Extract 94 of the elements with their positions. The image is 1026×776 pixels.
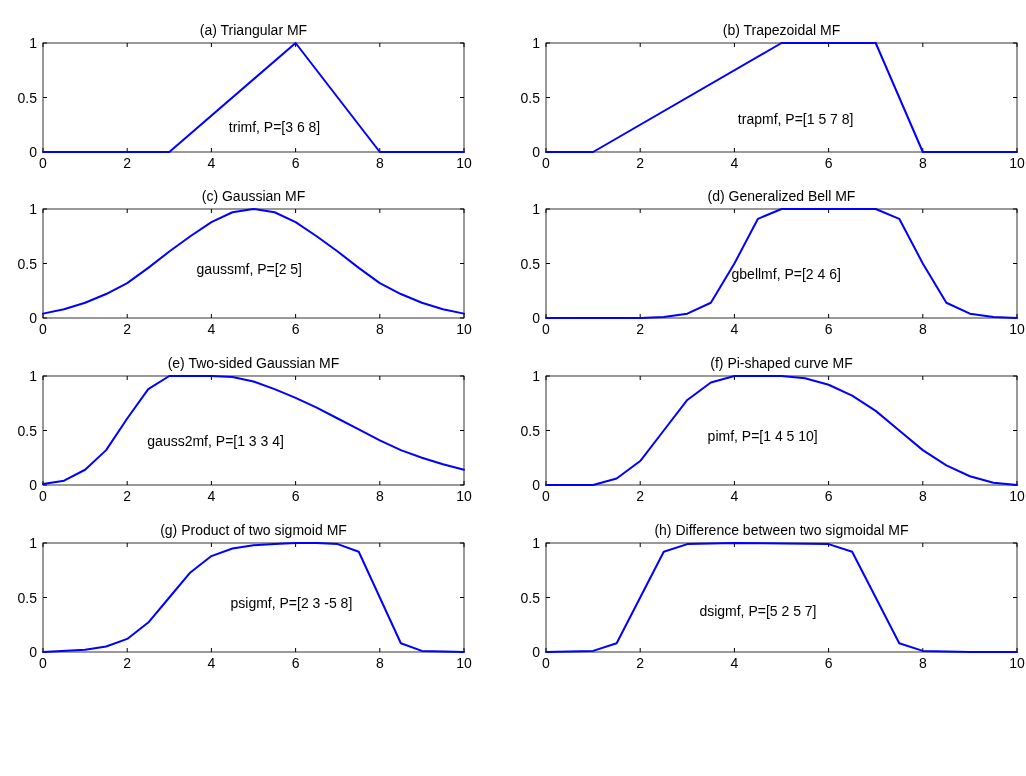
chart-title: (a) Triangular MF bbox=[199, 22, 308, 38]
x-tick-label: 10 bbox=[1009, 155, 1025, 171]
y-tick-label: 0.5 bbox=[520, 89, 541, 106]
line-series bbox=[545, 208, 1018, 319]
line-series bbox=[42, 375, 465, 485]
line-series bbox=[42, 542, 465, 653]
y-tick-label: 1 bbox=[532, 201, 541, 217]
x-tick-label: 0 bbox=[542, 655, 551, 671]
x-tick-label: 2 bbox=[636, 488, 645, 504]
x-tick-label: 10 bbox=[1009, 655, 1025, 671]
y-tick-label: 0 bbox=[532, 144, 541, 160]
x-tick-label: 8 bbox=[918, 155, 927, 171]
x-tick-label: 6 bbox=[824, 321, 833, 337]
y-tick-label: 0.5 bbox=[520, 422, 541, 439]
annotation: dsigmf, P=[5 2 5 7] bbox=[699, 602, 817, 619]
y-tick-label: 1 bbox=[29, 35, 38, 51]
y-tick-label: 0 bbox=[29, 477, 38, 493]
y-tick-label: 0 bbox=[29, 144, 38, 160]
x-tick-label: 6 bbox=[291, 155, 300, 171]
y-tick-label: 0 bbox=[29, 644, 38, 660]
x-tick-label: 10 bbox=[456, 321, 472, 337]
annotation: gaussmf, P=[2 5] bbox=[196, 260, 303, 277]
x-tick-label: 2 bbox=[123, 655, 132, 671]
y-tick-label: 1 bbox=[29, 201, 38, 217]
line-series bbox=[545, 542, 1018, 653]
y-tick-label: 1 bbox=[29, 535, 38, 551]
x-tick-label: 10 bbox=[456, 488, 472, 504]
y-tick-label: 0 bbox=[532, 310, 541, 326]
x-tick-label: 6 bbox=[824, 155, 833, 171]
x-tick-label: 4 bbox=[207, 488, 216, 504]
y-tick-label: 0.5 bbox=[520, 589, 541, 606]
x-tick-label: 0 bbox=[542, 155, 551, 171]
x-tick-label: 8 bbox=[918, 488, 927, 504]
chart-title: (h) Difference between two sigmoidal MF bbox=[654, 522, 909, 538]
x-tick-label: 10 bbox=[456, 155, 472, 171]
x-tick-label: 8 bbox=[918, 321, 927, 337]
x-tick-label: 10 bbox=[1009, 321, 1025, 337]
x-tick-label: 4 bbox=[730, 321, 739, 337]
y-tick-label: 0 bbox=[532, 477, 541, 493]
x-tick-label: 4 bbox=[207, 321, 216, 337]
x-tick-label: 2 bbox=[636, 155, 645, 171]
chart-title: (d) Generalized Bell MF bbox=[707, 188, 856, 204]
annotation: gauss2mf, P=[1 3 3 4] bbox=[147, 433, 284, 450]
x-tick-label: 2 bbox=[123, 488, 132, 504]
x-tick-label: 6 bbox=[824, 488, 833, 504]
x-tick-label: 6 bbox=[291, 321, 300, 337]
chart-title: (e) Two-sided Gaussian MF bbox=[167, 355, 340, 371]
x-tick-label: 2 bbox=[636, 655, 645, 671]
x-tick-label: 10 bbox=[1009, 488, 1025, 504]
chart-title: (g) Product of two sigmoid MF bbox=[160, 522, 347, 538]
annotation: trimf, P=[3 6 8] bbox=[228, 118, 321, 135]
x-tick-label: 8 bbox=[918, 655, 927, 671]
y-tick-label: 1 bbox=[532, 35, 541, 51]
x-tick-label: 0 bbox=[542, 321, 551, 337]
x-tick-label: 6 bbox=[291, 488, 300, 504]
x-tick-label: 0 bbox=[542, 488, 551, 504]
annotation: gbellmf, P=[2 4 6] bbox=[731, 266, 841, 283]
y-tick-label: 0.5 bbox=[17, 422, 38, 439]
line-series bbox=[42, 208, 465, 315]
x-tick-label: 8 bbox=[375, 488, 384, 504]
x-tick-label: 4 bbox=[207, 655, 216, 671]
chart-title: (c) Gaussian MF bbox=[201, 188, 306, 204]
y-tick-label: 1 bbox=[532, 535, 541, 551]
x-tick-label: 0 bbox=[39, 155, 48, 171]
y-tick-label: 0.5 bbox=[520, 255, 541, 272]
x-tick-label: 2 bbox=[123, 321, 132, 337]
x-tick-label: 6 bbox=[291, 655, 300, 671]
chart-title: (b) Trapezoidal MF bbox=[722, 22, 841, 38]
x-tick-label: 2 bbox=[123, 155, 132, 171]
y-tick-label: 0.5 bbox=[17, 255, 38, 272]
annotation: trapmf, P=[1 5 7 8] bbox=[737, 111, 854, 128]
y-tick-label: 1 bbox=[532, 368, 541, 384]
x-tick-label: 0 bbox=[39, 655, 48, 671]
x-tick-label: 4 bbox=[207, 155, 216, 171]
x-tick-label: 2 bbox=[636, 321, 645, 337]
line-series bbox=[545, 375, 1018, 486]
chart-title: (f) Pi-shaped curve MF bbox=[710, 355, 853, 371]
x-tick-label: 8 bbox=[375, 321, 384, 337]
annotation: pimf, P=[1 4 5 10] bbox=[707, 427, 818, 444]
y-tick-label: 0.5 bbox=[17, 89, 38, 106]
x-tick-label: 4 bbox=[730, 155, 739, 171]
x-tick-label: 0 bbox=[39, 321, 48, 337]
x-tick-label: 0 bbox=[39, 488, 48, 504]
y-tick-label: 1 bbox=[29, 368, 38, 384]
x-tick-label: 8 bbox=[375, 655, 384, 671]
y-tick-label: 0 bbox=[29, 310, 38, 326]
x-tick-label: 10 bbox=[456, 655, 472, 671]
x-tick-label: 8 bbox=[375, 155, 384, 171]
annotation: psigmf, P=[2 3 -5 8] bbox=[230, 594, 353, 611]
y-tick-label: 0.5 bbox=[17, 589, 38, 606]
x-tick-label: 4 bbox=[730, 488, 739, 504]
x-tick-label: 6 bbox=[824, 655, 833, 671]
y-tick-label: 0 bbox=[532, 644, 541, 660]
x-tick-label: 4 bbox=[730, 655, 739, 671]
